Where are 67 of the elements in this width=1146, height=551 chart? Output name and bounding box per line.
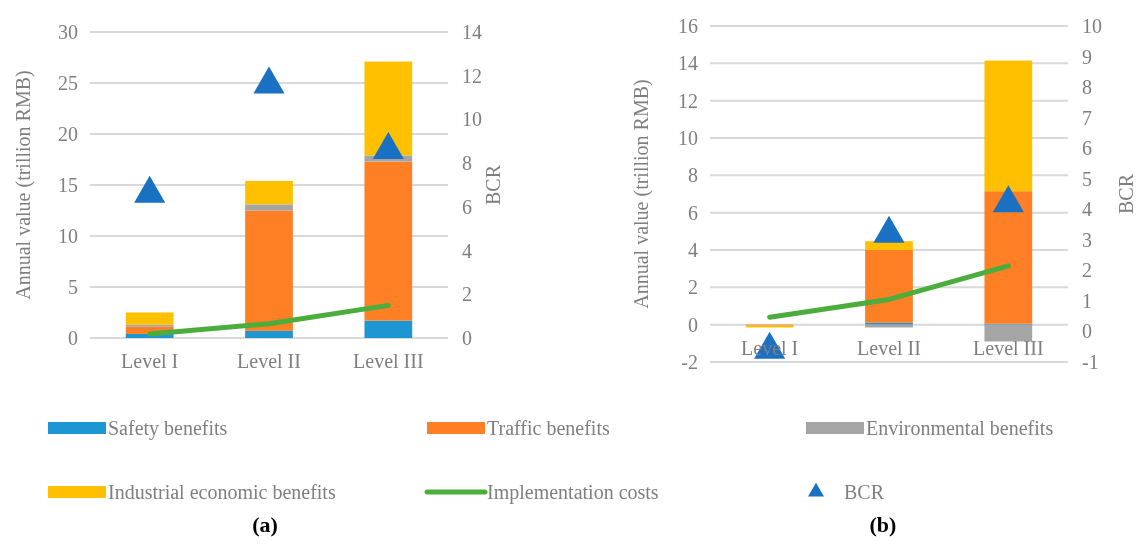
y-tick-label: 0 <box>68 327 78 349</box>
y2-tick-label: 12 <box>462 64 482 87</box>
y2-axis-title: BCR <box>482 164 504 206</box>
y-tick-label: 0 <box>688 313 698 336</box>
y-tick-label: 15 <box>58 174 78 196</box>
y2-tick-label: 14 <box>462 21 482 43</box>
y-tick-label: 20 <box>58 123 78 145</box>
y2-tick-label: 8 <box>462 152 472 175</box>
bar <box>364 320 413 338</box>
y2-tick-label: 4 <box>1082 198 1092 221</box>
bar <box>125 312 174 325</box>
x-tick-label: Level III <box>353 350 424 372</box>
y2-tick-label: 9 <box>1082 45 1092 68</box>
y2-tick-label: -1 <box>1082 351 1099 373</box>
legend-label: Implementation costs <box>487 481 659 504</box>
text: (b) <box>869 512 897 537</box>
bar <box>364 61 413 156</box>
bar <box>984 324 1033 342</box>
y2-axis-title: BCR <box>1115 173 1137 215</box>
y2-tick-label: 8 <box>1082 76 1092 99</box>
y2-tick-label: 1 <box>1082 289 1092 312</box>
y-tick-label: 12 <box>678 89 698 112</box>
y-tick-label: 5 <box>68 276 78 298</box>
bar <box>984 191 1033 324</box>
legend-label: BCR <box>844 481 885 503</box>
y-tick-label: 16 <box>678 15 698 37</box>
y-axis-title: Annual value (trillion RMB) <box>630 79 653 309</box>
y2-tick-label: 2 <box>1082 259 1092 282</box>
x-tick-label: Level I <box>121 350 179 372</box>
y-axis-title: Annual value (trillion RMB) <box>12 70 35 300</box>
bar <box>245 330 293 338</box>
bar <box>865 250 913 323</box>
y2-tick-label: 0 <box>1082 320 1092 343</box>
y2-tick-label: 0 <box>462 327 472 349</box>
y-tick-label: 10 <box>678 127 698 149</box>
y-tick-label: 14 <box>678 52 698 75</box>
x-tick-label: Level III <box>973 336 1044 359</box>
y2-tick-label: 5 <box>1082 167 1092 190</box>
bar <box>245 210 293 331</box>
y2-tick-label: 10 <box>462 108 482 131</box>
y2-tick-label: 4 <box>462 239 472 262</box>
legend-label: Traffic benefits <box>487 417 610 439</box>
bar <box>125 324 174 327</box>
legend-label: Environmental benefits <box>866 417 1054 439</box>
y-tick-label: -2 <box>681 351 698 373</box>
y-tick-label: 6 <box>688 201 698 224</box>
y2-tick-label: 3 <box>1082 228 1092 251</box>
x-tick-label: Level II <box>857 336 921 359</box>
text: (a) <box>252 512 278 537</box>
bar <box>245 204 293 211</box>
y-tick-label: 4 <box>688 239 698 261</box>
y2-tick-label: 10 <box>1082 15 1102 37</box>
bar <box>245 180 293 205</box>
y-tick-label: 8 <box>688 164 698 187</box>
y-tick-label: 30 <box>58 21 78 43</box>
legend-label: Industrial economic benefits <box>108 481 336 503</box>
y-tick-label: 2 <box>688 276 698 299</box>
y2-tick-label: 7 <box>1082 106 1092 129</box>
y2-tick-label: 6 <box>462 195 472 218</box>
y-tick-label: 10 <box>58 225 78 247</box>
bar <box>364 161 413 321</box>
y-tick-label: 25 <box>58 72 78 94</box>
bar <box>984 60 1033 192</box>
y2-tick-label: 2 <box>462 283 472 306</box>
x-tick-label: Level II <box>237 350 301 372</box>
y2-tick-label: 6 <box>1082 137 1092 160</box>
legend-label: Safety benefits <box>108 417 228 440</box>
